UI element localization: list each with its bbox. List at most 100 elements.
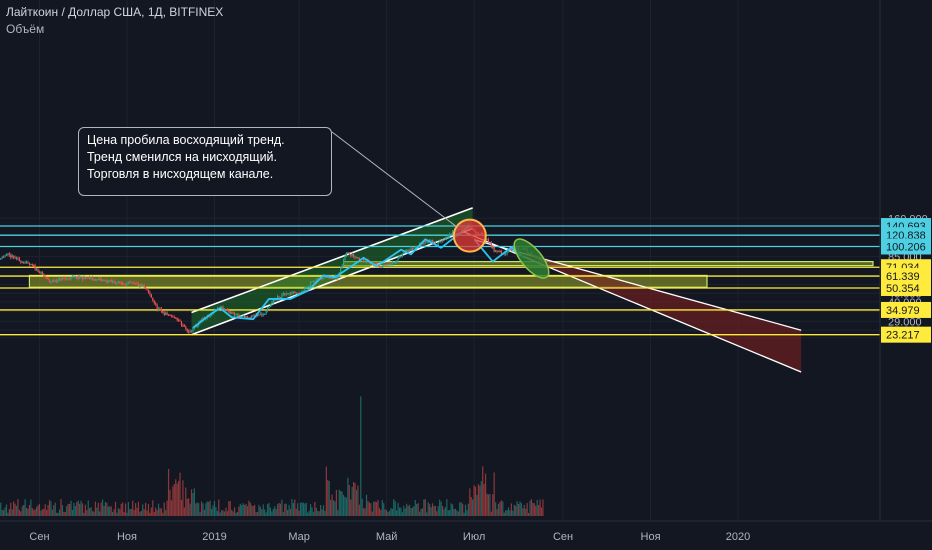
volume-bar [209, 500, 211, 516]
volume-bar [449, 509, 451, 516]
volume-bar [239, 503, 241, 516]
volume-bar [30, 499, 32, 516]
volume-bar [542, 499, 544, 516]
candle [281, 294, 283, 298]
volume-bar [411, 507, 414, 516]
candle [87, 277, 89, 279]
volume-bar [318, 511, 320, 516]
candle [449, 234, 451, 237]
candle [394, 262, 396, 264]
volume-bar [243, 505, 246, 516]
volume-bar [86, 510, 88, 516]
candle [33, 265, 35, 267]
volume-bar [96, 507, 98, 516]
candle [25, 261, 28, 263]
volume-bar [516, 501, 518, 516]
candle [84, 276, 86, 279]
candle [424, 240, 426, 242]
candle [414, 247, 416, 249]
candle [380, 266, 382, 268]
candle [176, 317, 178, 321]
candle [70, 276, 72, 280]
candle [137, 284, 140, 286]
volume-bar [338, 489, 340, 516]
candle [8, 253, 10, 256]
candle [309, 281, 312, 286]
volume-bar [486, 493, 488, 516]
time-axis[interactable]: Сен Ноя 2019 Мар Май Июл Сен Ноя 2020 [0, 520, 932, 550]
volume-bar [97, 502, 99, 516]
volume-bar [463, 512, 465, 516]
volume-bar [249, 502, 251, 516]
volume-bar [320, 505, 322, 516]
volume-bar [122, 502, 124, 516]
volume-bar [233, 507, 236, 516]
volume-bar [7, 512, 9, 516]
volume-bar [134, 503, 137, 516]
callout-note[interactable]: Цена пробила восходящий тренд. Тренд сме… [78, 127, 332, 196]
volume-bar [292, 502, 294, 516]
level-badge-7 [881, 326, 931, 343]
volume-bar [317, 510, 319, 516]
candle [490, 242, 492, 247]
candle [53, 280, 55, 282]
price-axis[interactable]: 160.00085.00071.03453.50046.00040.00034.… [879, 0, 932, 550]
candle [73, 276, 75, 278]
volume-bar [152, 500, 154, 516]
volume-bar [150, 507, 152, 516]
volume-bar [394, 501, 396, 516]
volume-bar [157, 503, 160, 516]
candle [63, 278, 65, 280]
volume-bar [175, 479, 177, 516]
callout-line-1: Цена пробила восходящий тренд. [87, 133, 285, 147]
volume-bar [383, 503, 385, 516]
candle [238, 314, 240, 318]
candle [437, 241, 439, 246]
volume-bar [221, 510, 223, 516]
candle [54, 280, 56, 282]
volume-bar [215, 507, 217, 516]
candle [447, 236, 449, 238]
candle [90, 277, 92, 279]
volume-bar [535, 505, 537, 516]
candle [317, 278, 319, 280]
candle [276, 296, 279, 300]
candle [489, 242, 491, 244]
candle [279, 297, 282, 299]
volume-bar [285, 503, 287, 516]
candle [68, 278, 71, 280]
volume-bar [130, 508, 132, 516]
candle [119, 281, 121, 283]
volume-bar [446, 499, 448, 516]
impulse-wave-up [192, 224, 471, 329]
candle [140, 284, 142, 286]
volume-bar [116, 512, 118, 516]
candle [353, 254, 355, 257]
volume-bar [133, 510, 135, 516]
candle [50, 281, 52, 283]
volume-bar [294, 499, 296, 516]
candle [332, 277, 335, 279]
candle [416, 246, 418, 248]
volume-bar [11, 509, 13, 516]
candle [235, 314, 237, 316]
volume-bar [404, 508, 406, 516]
volume-bar [495, 502, 497, 516]
candle [145, 286, 147, 290]
volume-bar [526, 502, 528, 516]
candle [243, 315, 246, 318]
candle [93, 279, 95, 281]
candle [396, 260, 398, 263]
candle [439, 241, 441, 243]
candle [252, 315, 254, 317]
candle [170, 315, 173, 317]
x-tick-label-3: Мар [288, 531, 310, 543]
candle [307, 286, 309, 288]
candle [169, 315, 171, 317]
candle [391, 262, 393, 264]
candle [20, 260, 22, 263]
candle [261, 313, 263, 316]
volume-bar [189, 503, 191, 516]
candle [324, 276, 326, 279]
